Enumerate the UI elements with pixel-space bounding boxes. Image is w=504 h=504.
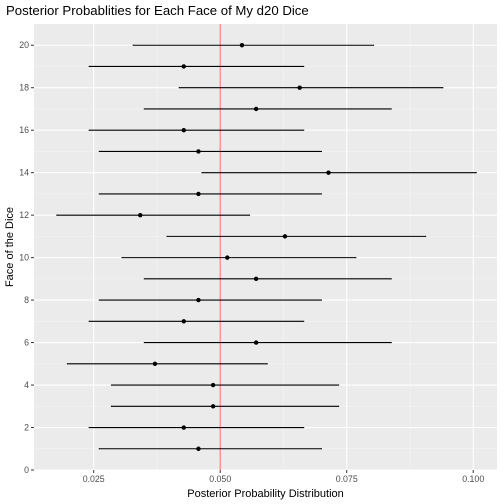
point-estimate: [210, 382, 216, 388]
y-tick-label: 20: [19, 40, 29, 50]
y-tick-label: 12: [19, 210, 29, 220]
error-bars: [56, 44, 477, 450]
point-estimate: [326, 170, 331, 175]
point-estimate: [196, 446, 201, 451]
point-estimate: [196, 149, 201, 154]
y-tick-label: 4: [24, 380, 29, 390]
x-tick-label: 0.100: [462, 474, 484, 484]
x-tick-label: 0.050: [209, 474, 231, 484]
chart-title: Posterior Probablities for Each Face of …: [6, 3, 309, 18]
x-axis-title: Posterior Probability Distribution: [187, 488, 344, 500]
point-estimate: [282, 234, 288, 239]
point-estimate: [181, 127, 186, 133]
x-tick-label: 0.075: [336, 474, 358, 484]
y-tick-label: 8: [24, 295, 29, 305]
x-tick-label: 0.025: [83, 474, 105, 484]
y-tick-label: 10: [19, 253, 29, 263]
point-estimate: [196, 297, 201, 303]
point-estimate: [297, 85, 302, 90]
point-estimate: [210, 404, 216, 409]
plot-panel: [34, 24, 497, 470]
point-estimate: [196, 191, 201, 197]
point-estimate: [152, 361, 158, 367]
point-estimate: [239, 43, 245, 48]
y-tick-label: 14: [19, 168, 29, 178]
y-axis-title: Face of the Dice: [4, 207, 16, 287]
y-tick-label: 16: [19, 125, 29, 135]
y-tick-label: 18: [19, 83, 29, 93]
y-tick-label: 0: [24, 465, 29, 475]
axis-ticks: 0.025 0.050 0.075 0.100 0 2 4 6 8 10 12 14 16 18 20: [19, 40, 484, 484]
point-estimate: [253, 340, 259, 345]
point-estimates: [138, 43, 331, 451]
point-estimate: [181, 64, 186, 69]
point-estimate: [138, 212, 143, 218]
point-estimate: [253, 106, 259, 112]
y-tick-label: 2: [24, 423, 29, 433]
point-estimate: [225, 255, 230, 260]
point-estimate: [181, 425, 186, 430]
y-tick-label: 6: [24, 338, 29, 348]
point-estimate: [181, 319, 186, 324]
point-estimate: [253, 276, 259, 282]
